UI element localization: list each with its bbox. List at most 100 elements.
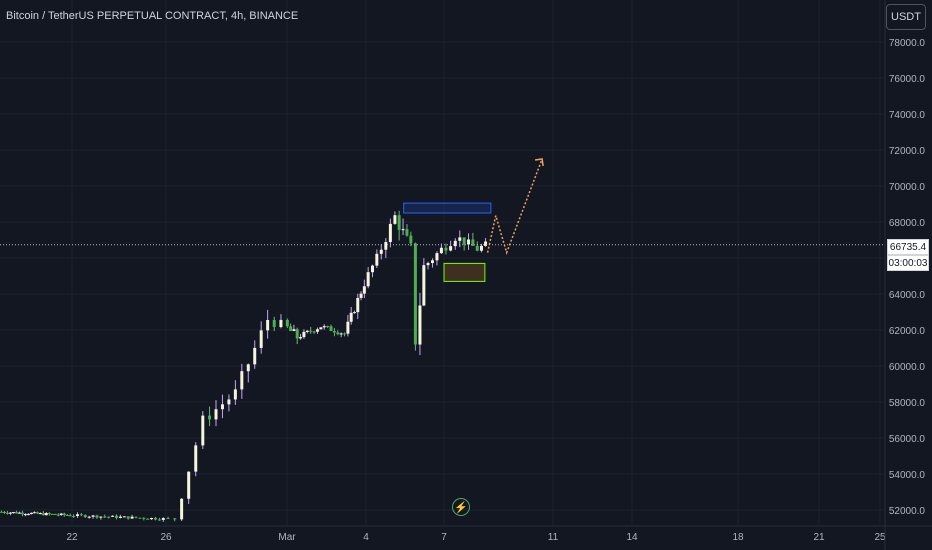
candle-body bbox=[329, 326, 333, 331]
x-tick-label: 14 bbox=[626, 532, 638, 543]
candle-body bbox=[233, 389, 237, 400]
candle-body bbox=[161, 518, 165, 520]
candle-body bbox=[285, 319, 289, 327]
x-tick-label: 7 bbox=[441, 532, 447, 543]
candle-body bbox=[295, 329, 299, 339]
candle-body bbox=[322, 326, 326, 328]
candle-body bbox=[309, 330, 313, 332]
candle-body bbox=[153, 517, 157, 520]
candle-body bbox=[339, 333, 343, 335]
projection-arrowhead bbox=[534, 158, 544, 167]
bar-countdown-label: 03:00:03 bbox=[887, 255, 929, 271]
candle-body bbox=[289, 326, 293, 331]
symbol-title: Bitcoin / TetherUS PERPETUAL CONTRACT, 4… bbox=[6, 10, 299, 22]
candle-body bbox=[11, 512, 15, 514]
candle-body bbox=[214, 409, 218, 420]
candle-body bbox=[142, 517, 146, 519]
candle-body bbox=[138, 517, 142, 519]
candle-body bbox=[259, 330, 263, 348]
lightning-icon[interactable]: ⚡ bbox=[452, 498, 470, 516]
y-tick-label: 76000.0 bbox=[889, 74, 926, 85]
candle-body bbox=[349, 312, 353, 322]
candle-body bbox=[0, 511, 3, 513]
candle-body bbox=[47, 513, 51, 515]
candle-body bbox=[68, 515, 72, 517]
resistance-zone bbox=[403, 202, 492, 214]
candle-body bbox=[449, 246, 453, 251]
y-tick-label: 56000.0 bbox=[889, 434, 926, 445]
candle-body bbox=[99, 516, 103, 518]
candle-body bbox=[479, 245, 483, 251]
candle-body bbox=[111, 515, 115, 517]
candle-body bbox=[439, 247, 443, 254]
candle-body bbox=[343, 333, 347, 335]
candle-body bbox=[401, 229, 405, 231]
candle-body bbox=[62, 513, 66, 515]
candle-body bbox=[475, 245, 479, 251]
candle-body bbox=[130, 516, 134, 519]
candle-body bbox=[118, 516, 122, 518]
candle-body bbox=[393, 215, 397, 224]
candle-body bbox=[29, 512, 33, 515]
candle-body bbox=[208, 415, 212, 420]
candle-body bbox=[180, 498, 184, 520]
y-tick-label: 68000.0 bbox=[889, 218, 926, 229]
candle-body bbox=[240, 371, 244, 390]
currency-button[interactable]: USDT bbox=[886, 4, 926, 30]
candle-body bbox=[50, 513, 54, 515]
candle-body bbox=[384, 242, 388, 250]
candle-body bbox=[253, 347, 257, 365]
y-tick-label: 52000.0 bbox=[889, 506, 926, 517]
x-tick-label: 22 bbox=[66, 532, 78, 543]
y-tick-label: 62000.0 bbox=[889, 326, 926, 337]
candle-body bbox=[352, 312, 356, 314]
candle-body bbox=[397, 215, 401, 230]
candle-body bbox=[2, 511, 6, 513]
x-tick-label: Mar bbox=[278, 532, 296, 543]
candle-body bbox=[319, 327, 323, 330]
candle-body bbox=[379, 249, 383, 254]
y-tick-label: 60000.0 bbox=[889, 362, 926, 373]
candle-body bbox=[453, 240, 457, 247]
last-price-label: 66735.4 bbox=[887, 239, 929, 255]
candle-body bbox=[405, 229, 409, 236]
candle-body bbox=[332, 330, 336, 333]
x-tick-label: 4 bbox=[363, 532, 369, 543]
x-tick-label: 18 bbox=[732, 532, 744, 543]
candle-body bbox=[134, 516, 138, 518]
candle-body bbox=[346, 321, 350, 334]
candle-body bbox=[356, 297, 360, 313]
candle-body bbox=[114, 515, 118, 518]
candle-body bbox=[20, 512, 24, 515]
candle-body bbox=[146, 518, 150, 520]
candle-body bbox=[413, 243, 417, 345]
y-tick-label: 78000.0 bbox=[889, 38, 926, 49]
candle-body bbox=[292, 329, 296, 331]
y-tick-label: 58000.0 bbox=[889, 398, 926, 409]
candle-body bbox=[26, 514, 30, 516]
candle-body bbox=[315, 329, 319, 332]
candle-body bbox=[272, 320, 276, 328]
candle-body bbox=[371, 265, 374, 273]
candle-body bbox=[53, 513, 57, 515]
candle-body bbox=[246, 364, 250, 372]
candle-body bbox=[17, 512, 21, 514]
candle-body bbox=[279, 319, 283, 328]
candle-body bbox=[375, 253, 379, 266]
candle-body bbox=[362, 286, 366, 294]
candle-body bbox=[299, 337, 303, 339]
candle-body bbox=[65, 514, 69, 516]
candle-body bbox=[305, 330, 309, 332]
candle-body bbox=[227, 399, 231, 405]
candle-body bbox=[166, 518, 170, 520]
candle-body bbox=[38, 513, 42, 515]
candle-body bbox=[220, 404, 224, 410]
candle-body bbox=[326, 326, 330, 328]
y-tick-label: 64000.0 bbox=[889, 290, 926, 301]
candle-body bbox=[83, 515, 87, 518]
candle-body bbox=[336, 332, 340, 335]
candle-body bbox=[150, 517, 154, 520]
candle-body bbox=[95, 515, 99, 518]
candle-body bbox=[79, 514, 83, 516]
